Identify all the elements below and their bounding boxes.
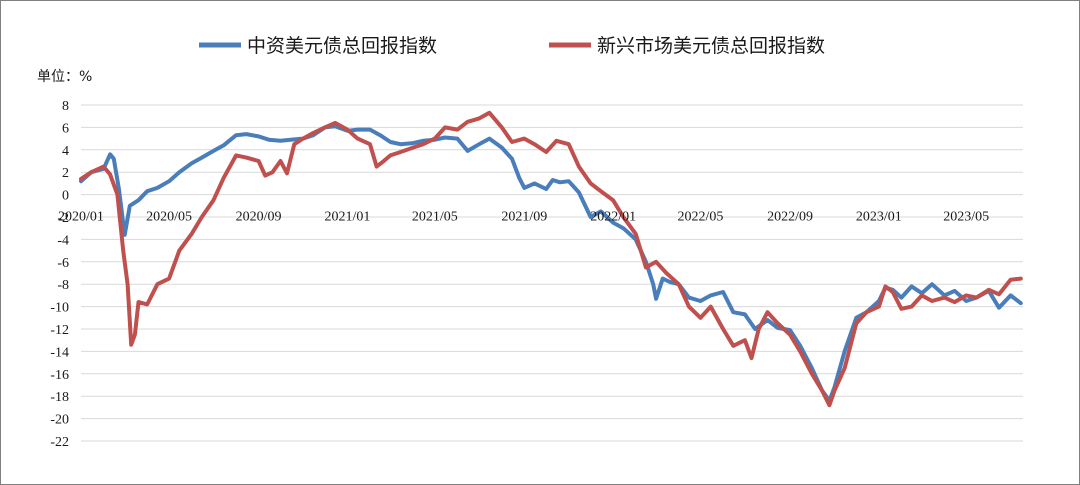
x-tick-label: 2022/05 <box>678 210 724 225</box>
y-axis: 8 6 4 2 0 -2 -4 -6 -8 -10 -12 -14 -16 -18 -20 -22 <box>50 99 69 450</box>
y-tick-label: -2 <box>57 211 69 226</box>
y-tick-label: -12 <box>50 323 69 338</box>
x-tick-label: 2020/01 <box>58 210 104 225</box>
x-tick-label: 2020/09 <box>236 210 282 225</box>
y-tick-label: -14 <box>50 345 69 360</box>
y-tick-label: -6 <box>57 256 69 271</box>
y-tick-label: 4 <box>62 144 69 159</box>
y-tick-label: -16 <box>50 368 69 383</box>
y-tick-label: 2 <box>62 166 69 181</box>
legend: 中资美元债总回报指数 新兴市场美元债总回报指数 <box>199 35 825 57</box>
y-tick-label: 6 <box>62 121 69 136</box>
legend-label-series-1: 中资美元债总回报指数 <box>247 35 437 57</box>
unit-label: 单位：% <box>37 69 92 85</box>
x-axis: 2020/01 2020/05 2020/09 2021/01 2021/05 2021/… <box>58 210 989 225</box>
x-tick-label: 2022/01 <box>590 210 636 225</box>
y-tick-label: 0 <box>62 189 69 204</box>
y-tick-label: 8 <box>62 99 69 114</box>
y-tick-label: -20 <box>50 413 69 428</box>
x-tick-label: 2023/05 <box>943 210 989 225</box>
y-tick-label: -10 <box>50 301 69 316</box>
x-tick-label: 2023/01 <box>856 210 902 225</box>
series-layer <box>79 110 1023 408</box>
y-tick-label: -22 <box>50 435 69 450</box>
y-tick-label: -18 <box>50 390 69 405</box>
x-tick-label: 2021/05 <box>412 210 458 225</box>
x-tick-label: 2020/05 <box>146 210 192 225</box>
x-tick-label: 2021/01 <box>324 210 370 225</box>
series-line-1 <box>79 124 1023 403</box>
y-tick-label: -4 <box>57 233 69 248</box>
x-tick-label: 2021/09 <box>501 210 547 225</box>
series-line-2 <box>79 110 1023 408</box>
legend-label-series-2: 新兴市场美元债总回报指数 <box>597 35 825 57</box>
y-tick-label: -8 <box>57 278 69 293</box>
gridlines <box>81 104 1023 442</box>
x-tick-label: 2022/09 <box>767 210 813 225</box>
